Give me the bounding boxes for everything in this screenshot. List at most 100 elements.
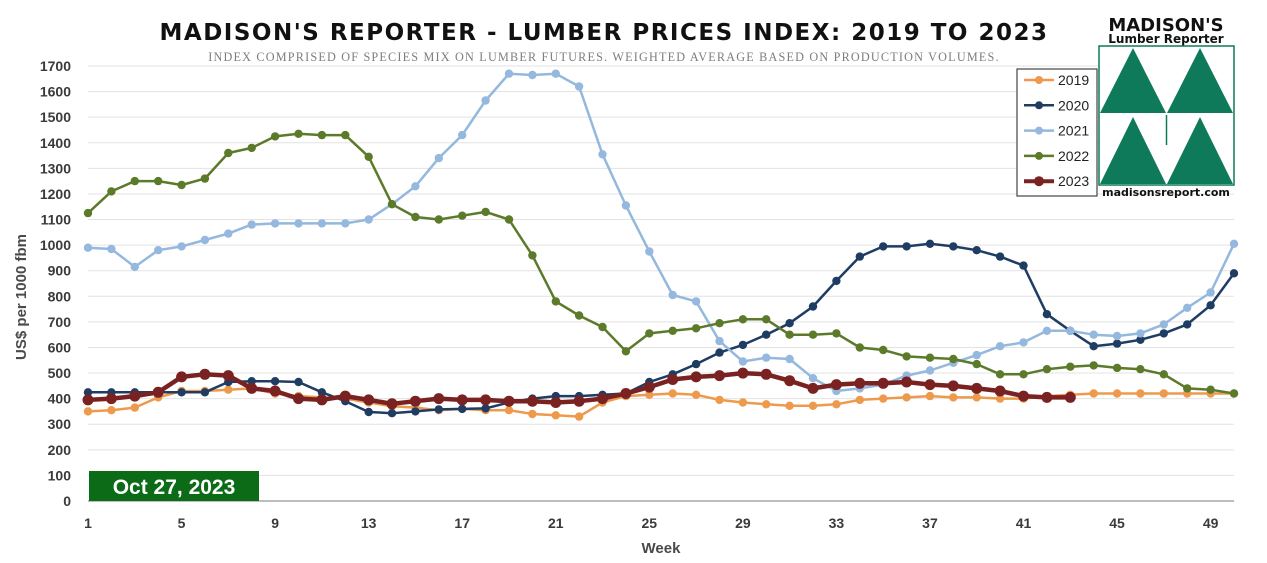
data-point — [247, 220, 256, 229]
legend-label: 2021 — [1058, 123, 1089, 139]
data-point — [294, 377, 303, 387]
data-point — [200, 388, 210, 397]
x-tick-label: 21 — [548, 515, 564, 531]
data-point — [573, 395, 585, 407]
data-point — [995, 252, 1005, 261]
date-badge: Oct 27, 2023 — [89, 471, 259, 501]
data-point — [598, 150, 607, 159]
data-point — [526, 395, 538, 407]
data-point — [1206, 385, 1215, 394]
logo-tree-bottom-right-icon — [1167, 117, 1233, 184]
data-point — [1136, 365, 1145, 374]
data-point — [855, 252, 864, 261]
data-point — [574, 311, 584, 320]
y-tick-label: 200 — [48, 442, 72, 458]
data-point — [691, 297, 701, 306]
data-point — [551, 297, 560, 306]
data-point — [528, 409, 537, 419]
data-point — [317, 388, 327, 397]
data-point — [762, 400, 771, 409]
data-point — [270, 377, 280, 386]
data-point — [691, 390, 701, 399]
x-axis-label: Week — [642, 540, 682, 557]
data-point — [785, 354, 794, 364]
data-point — [668, 326, 677, 335]
logo-tree-bottom-left-icon — [1100, 117, 1166, 184]
y-tick-label: 1300 — [40, 160, 71, 176]
legend-swatch-marker — [1035, 126, 1043, 135]
data-point — [785, 330, 794, 339]
data-point — [341, 130, 350, 140]
y-tick-label: 300 — [48, 416, 72, 432]
series-lines — [82, 69, 1239, 421]
data-point — [1064, 391, 1076, 403]
legend-item-2023: 2023 — [1024, 173, 1089, 189]
data-point — [597, 393, 608, 405]
series-line-2019 — [87, 387, 1234, 418]
data-point — [270, 132, 280, 141]
y-tick-label: 100 — [48, 467, 72, 483]
data-point — [643, 381, 655, 393]
y-tick-label: 500 — [48, 365, 72, 381]
legend-item-2021: 2021 — [1024, 123, 1089, 139]
y-tick-label: 1200 — [40, 186, 71, 202]
y-tick-label: 900 — [48, 263, 72, 279]
data-point — [808, 302, 818, 311]
data-point — [222, 370, 234, 382]
data-point — [598, 322, 607, 332]
data-point — [130, 262, 139, 272]
data-point — [387, 409, 397, 418]
legend-swatch-marker — [1035, 76, 1043, 84]
legend-item-2019: 2019 — [1024, 72, 1089, 88]
data-point — [902, 393, 911, 402]
x-tick-label: 37 — [922, 515, 938, 531]
data-point — [200, 235, 210, 245]
data-point — [129, 390, 141, 402]
x-tick-label: 33 — [829, 515, 845, 531]
data-point — [82, 394, 94, 406]
data-point — [785, 401, 794, 410]
y-tick-label: 1000 — [40, 237, 71, 253]
legend-label: 2020 — [1058, 97, 1089, 113]
y-tick-label: 800 — [48, 288, 72, 304]
data-point — [1089, 389, 1098, 398]
x-tick-label: 5 — [178, 515, 186, 531]
series-2023 — [82, 367, 1076, 410]
data-point — [434, 215, 443, 224]
data-point — [808, 374, 818, 383]
chart-title: MADISON'S REPORTER - LUMBER PRICES INDEX… — [160, 20, 1049, 46]
legend-label: 2019 — [1058, 72, 1089, 88]
data-point — [762, 315, 771, 324]
data-point — [832, 329, 841, 338]
data-point — [1206, 301, 1215, 310]
data-point — [1089, 342, 1098, 351]
data-point — [177, 180, 186, 190]
data-point — [1019, 338, 1028, 347]
data-point — [879, 394, 888, 403]
data-point — [972, 350, 981, 360]
data-point — [433, 393, 445, 405]
data-point — [832, 400, 841, 409]
data-point — [1136, 335, 1145, 344]
legend-label: 2023 — [1058, 173, 1089, 189]
data-point — [1183, 384, 1192, 393]
data-point — [224, 385, 233, 394]
data-point — [645, 329, 654, 338]
data-point — [107, 406, 116, 415]
data-point — [458, 211, 467, 220]
data-point — [1136, 329, 1145, 338]
y-tick-label: 1100 — [41, 212, 72, 228]
data-point — [176, 371, 188, 383]
madisons-logo: MADISON'S Lumber Reporter madisonsreport… — [1098, 15, 1235, 199]
data-point — [1066, 326, 1075, 335]
x-tick-label: 29 — [735, 515, 751, 531]
data-point — [949, 354, 958, 364]
data-point — [762, 353, 771, 362]
data-point — [902, 242, 911, 251]
data-point — [668, 389, 677, 398]
data-point — [925, 366, 935, 375]
x-tick-label: 49 — [1203, 515, 1219, 531]
data-point — [317, 130, 327, 140]
data-point — [808, 401, 818, 410]
x-tick-label: 41 — [1016, 515, 1032, 531]
